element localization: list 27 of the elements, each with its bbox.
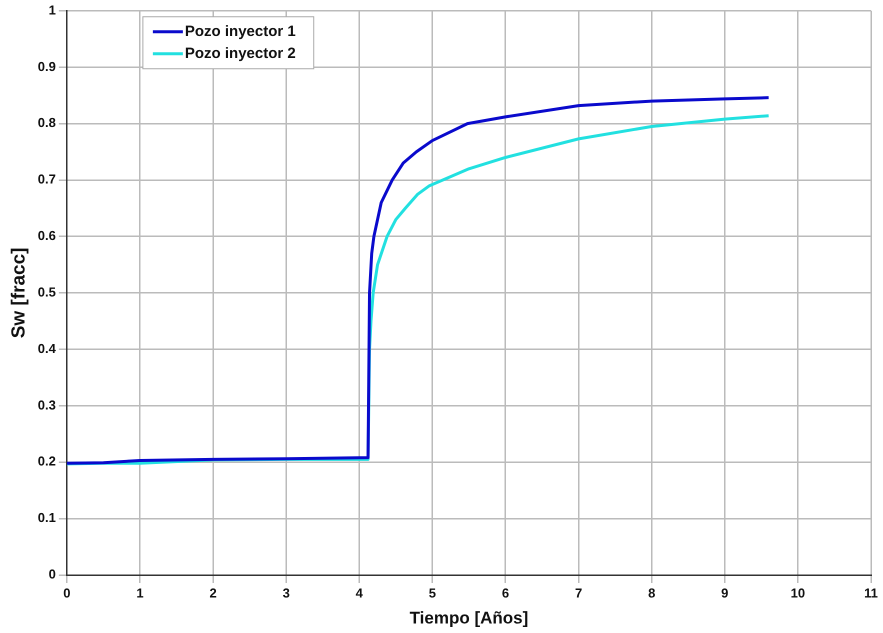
y-tick-label: 0.7: [38, 172, 56, 187]
y-tick-label: 0.8: [38, 115, 56, 130]
x-tick-label: 4: [356, 585, 364, 600]
x-tick-label: 9: [721, 585, 728, 600]
y-tick-label: 0.3: [38, 397, 56, 412]
x-tick-label: 0: [63, 585, 70, 600]
legend-label: Pozo inyector 2: [184, 44, 296, 62]
x-tick-label: 10: [790, 585, 806, 600]
y-tick-label: 0.6: [38, 228, 56, 244]
y-tick-label: 0.9: [38, 58, 56, 74]
y-tick-label: 0.1: [38, 510, 56, 526]
y-axis-title: Sw [fracc]: [8, 247, 30, 338]
x-tick-label: 6: [502, 585, 510, 600]
x-tick-label: 11: [864, 585, 878, 600]
x-axis-title: Tiempo [Años]: [410, 608, 528, 628]
x-tick-label: 1: [136, 585, 144, 600]
x-tick-label: 7: [574, 585, 582, 600]
legend-label: Pozo inyector 1: [184, 22, 296, 40]
x-tick-label: 3: [282, 585, 290, 600]
y-tick-label: 0.4: [38, 340, 57, 356]
x-tick-label: 8: [648, 585, 656, 600]
x-tick-label: 2: [209, 585, 217, 600]
y-tick-label: 0: [48, 566, 56, 582]
y-tick-label: 0.5: [38, 284, 56, 300]
y-tick-label: 1: [48, 2, 56, 18]
y-tick-label: 0.2: [38, 454, 56, 469]
x-tick-label: 5: [428, 585, 436, 600]
